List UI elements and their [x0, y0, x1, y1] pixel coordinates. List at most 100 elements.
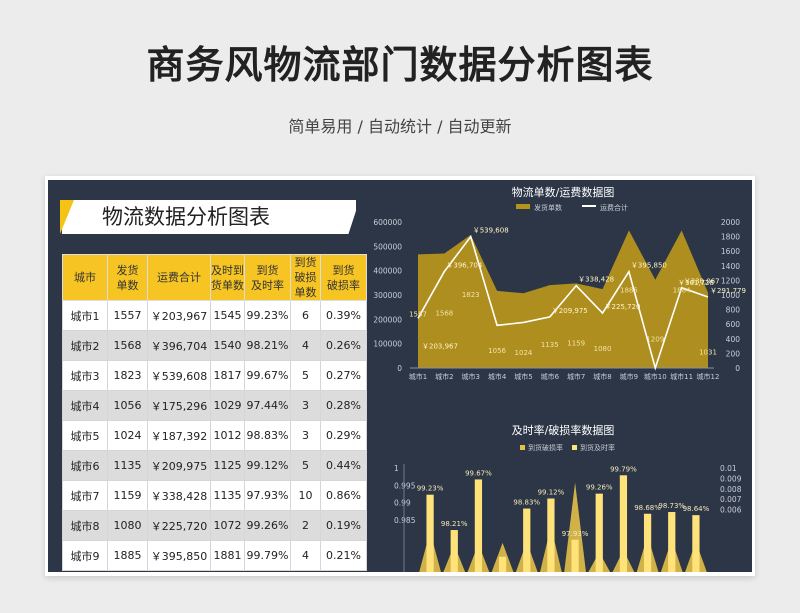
y-tick-label: 2000	[721, 218, 740, 227]
table-cell: 99.26%	[244, 510, 291, 541]
data-label: ￥209,975	[552, 307, 588, 315]
table-cell: 城市5	[62, 420, 108, 451]
table-cell: 1056	[107, 390, 148, 421]
y-tick-label: 1200	[721, 276, 740, 285]
y-tick-label: 1	[394, 464, 399, 473]
data-label: 1885	[620, 286, 638, 294]
y-tick-label: 0	[735, 364, 740, 373]
table-cell: 1881	[210, 540, 245, 571]
x-tick-label: 城市2	[435, 372, 453, 381]
y-tick-label: 500000	[373, 242, 402, 251]
table-row: 城市2 1568 ￥396,704 1540 98.21% 4 0.26%	[62, 330, 367, 361]
bar	[571, 539, 579, 572]
data-label: 1080	[594, 345, 612, 353]
x-tick-label: 城市4	[488, 372, 507, 381]
data-label: 99.12%	[538, 489, 565, 497]
data-label: 99.26%	[586, 484, 613, 492]
data-label: ￥225,720	[605, 303, 641, 311]
data-label: ￥330,067	[684, 278, 720, 286]
data-label: 1823	[462, 291, 480, 299]
table-cell: 1024	[107, 420, 148, 451]
y-tick-label: 0.995	[394, 481, 416, 490]
table-cell: ￥209,975	[147, 450, 211, 481]
table-cell: ￥225,720	[147, 510, 211, 541]
y-tick-label: 0.01	[720, 464, 737, 473]
data-label: 99.23%	[417, 485, 444, 493]
table-row: 城市4 1056 ￥175,296 1029 97.44% 3 0.28%	[62, 390, 367, 421]
y-tick-label: 0	[397, 364, 402, 373]
table-cell: 1029	[210, 390, 245, 421]
data-label: 1031	[699, 349, 717, 357]
table-cell: 1125	[210, 450, 245, 481]
data-label: 98.64%	[683, 505, 710, 513]
table-cell: ￥396,704	[147, 330, 211, 361]
dashboard-panel: 物流数据分析图表 城市 发货 单数 运费合计 及时到 货单数 到货 及时率 到货 破损 单数 到货 破损…	[48, 180, 752, 572]
y-tick-label: 300000	[373, 291, 402, 300]
data-label: ￥203,967	[422, 342, 458, 350]
table-cell: 98.21%	[244, 330, 291, 361]
bar	[692, 515, 700, 572]
bar	[643, 513, 652, 572]
data-label: 1024	[515, 349, 533, 357]
table-row: 城市5 1024 ￥187,392 1012 98.83% 3 0.29%	[62, 420, 367, 451]
table-cell: 1072	[210, 510, 245, 541]
data-label: 1884	[673, 286, 691, 294]
legend-label: 到货破损率	[528, 443, 563, 452]
table-cell: 城市7	[62, 480, 108, 511]
table-cell: 1012	[210, 420, 245, 451]
logistics-table: 城市 发货 单数 运费合计 及时到 货单数 到货 及时率 到货 破损 单数 到货 破损率 城市1 1557…	[62, 254, 367, 571]
table-cell: 1159	[107, 480, 148, 511]
table-cell: 城市6	[62, 450, 108, 481]
bar	[474, 479, 483, 572]
banner-accent	[60, 200, 74, 234]
area-series	[418, 230, 708, 368]
data-label: 97.93%	[562, 530, 589, 538]
table-cell: ￥187,392	[147, 420, 211, 451]
y-tick-label: 1800	[721, 233, 740, 242]
y-tick-label: 0.009	[720, 474, 742, 483]
table-cell: 1540	[210, 330, 245, 361]
table-cell: 城市4	[62, 390, 108, 421]
table-cell: 1080	[107, 510, 148, 541]
table-cell: 0.26%	[320, 330, 367, 361]
y-tick-label: 1000	[721, 291, 740, 300]
table-cell: 城市3	[62, 360, 108, 391]
chart-title: 物流单数/运费数据图	[512, 185, 615, 199]
page-subtitle: 简单易用 / 自动统计 / 自动更新	[288, 117, 512, 136]
table-cell: 6	[290, 300, 321, 331]
table-cell: 1135	[210, 480, 245, 511]
bar	[595, 493, 603, 572]
y-tick-label: 800	[726, 306, 741, 315]
table-header-cell: 城市	[62, 254, 108, 301]
table-cell: 0.39%	[320, 300, 367, 331]
data-label: 98.21%	[441, 520, 468, 528]
table-cell: 0.86%	[320, 480, 367, 511]
table-cell: 99.23%	[244, 300, 291, 331]
table-header-cell: 及时到 货单数	[210, 254, 245, 301]
data-label: 1557	[409, 310, 427, 318]
y-tick-label: 400	[726, 335, 741, 344]
bar	[547, 498, 555, 572]
table-row: 城市7 1159 ￥338,428 1135 97.93% 10 0.86%	[62, 480, 367, 511]
table-cell: 1817	[210, 360, 245, 391]
dashboard-banner-title: 物流数据分析图表	[102, 205, 270, 229]
table-header-cell: 到货 破损率	[320, 254, 367, 301]
table-cell: 1557	[107, 300, 148, 331]
table-cell: 99.79%	[244, 540, 291, 571]
table-row: 城市9 1885 ￥395,850 1881 99.79% 4 0.21%	[62, 540, 367, 571]
legend-swatch	[572, 445, 577, 450]
x-tick-label: 城市8	[593, 372, 611, 381]
y-tick-label: 400000	[373, 267, 402, 276]
data-label: ￥361,728	[678, 279, 714, 287]
y-tick-label: 1600	[721, 247, 740, 256]
data-label: 1135	[541, 341, 559, 349]
data-label: 98.83%	[513, 499, 540, 507]
table-cell: 1885	[107, 540, 148, 571]
table-cell: 城市9	[62, 540, 108, 571]
table-header-row: 城市 发货 单数 运费合计 及时到 货单数 到货 及时率 到货 破损 单数 到货 破损率	[62, 254, 367, 301]
data-label: ￥396,704	[446, 261, 482, 269]
data-label: ￥395,850	[631, 262, 667, 270]
legend-label: 发货单数	[534, 203, 562, 212]
table-cell: 2	[290, 510, 321, 541]
